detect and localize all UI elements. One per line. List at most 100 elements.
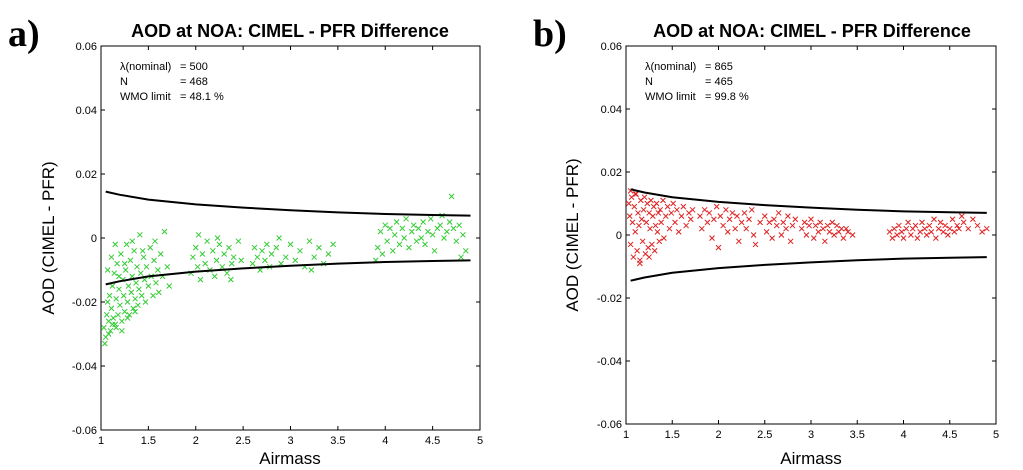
panel-a-data-point	[147, 244, 154, 251]
panel-a-x-tick-label: 1	[98, 435, 104, 447]
panel-a-data-point	[121, 308, 128, 315]
panel-b-data-point	[660, 197, 666, 204]
panel-b-x-tick-label: 1.5	[665, 429, 680, 441]
panel-b-data-point	[746, 216, 752, 223]
panel-a-data-point	[374, 244, 381, 251]
panel-b-data-point	[801, 219, 808, 226]
panel-a-y-tick-label: 0.06	[76, 41, 97, 53]
panel-b-tick-labels: 1 1.5 2 2.5 3 3.5 4 4.5 5 -0.06 -0.04 -0.02 0 0.02 0.0…	[597, 41, 999, 441]
panel-b-data-point	[636, 222, 642, 229]
panel-b-info-value: = 465	[705, 76, 733, 88]
panel-b-data-point	[894, 232, 900, 238]
panel-b-data-point	[761, 213, 768, 219]
panel-a-data-point	[127, 257, 134, 264]
panel-a-data-point	[192, 244, 199, 251]
panel-a-data-point	[219, 263, 226, 270]
panel-b-data-point	[840, 235, 847, 242]
panel-b-data-point	[778, 232, 785, 238]
panel-b-data-point	[970, 216, 976, 223]
panel-a-info-key: WMO limit	[120, 91, 171, 103]
panel-b-x-tick-label: 3	[808, 429, 814, 441]
panel-a-data-point	[462, 247, 469, 254]
panel-b-data-point	[789, 222, 796, 229]
panel-a-data-point	[134, 263, 140, 270]
panel-a-data-point	[114, 260, 120, 267]
panel-a-data-point	[389, 247, 396, 254]
panel-b-data-point	[648, 197, 654, 204]
panel-a-data-point	[199, 251, 206, 257]
panel-a-x-tick-label: 2	[193, 435, 199, 447]
panel-b-data-point	[815, 228, 822, 235]
panel-a-data-point	[120, 292, 127, 299]
panel-b-data-point	[810, 235, 817, 242]
panel-a-data-point	[132, 308, 138, 315]
panel-b-data-point	[643, 219, 650, 226]
panel-b-data-point	[652, 222, 659, 229]
panel-a-data-point	[460, 231, 466, 238]
panel-a-data-point	[110, 315, 117, 321]
panel-b-data-point	[657, 206, 664, 213]
panel-b-x-tick-label: 1	[623, 429, 629, 441]
panel-a-y-tick-label: -0.06	[72, 425, 97, 437]
panel-a-data-point	[431, 247, 438, 254]
panel-b-data-point	[928, 228, 935, 235]
panel-b-data-point	[763, 228, 770, 235]
panel-a-data-point	[136, 286, 142, 293]
panel-a-data-point	[382, 222, 389, 229]
panel-b-data-point	[732, 225, 739, 232]
panel-a-data-point	[259, 247, 265, 254]
panel-b-data-point	[748, 206, 755, 213]
panel-b-data-point	[641, 194, 648, 201]
panel-a-info-key: λ(nominal)	[120, 61, 171, 73]
panel-b-wmo-upper-limit	[630, 188, 987, 214]
panel-b-data-point	[905, 219, 911, 226]
panel-a-y-tick-label: 0	[91, 233, 97, 245]
panel-b-data-point	[908, 232, 914, 238]
panel-b-data-point	[792, 216, 799, 223]
panel-b-data-point	[831, 232, 837, 238]
panel-a-wmo-lower-limit	[105, 259, 471, 286]
panel-a-data-point	[145, 283, 152, 289]
panel-a-data-point	[401, 235, 408, 241]
panel-a-data-point	[131, 247, 138, 254]
panel-b-x-tick-label: 4.5	[942, 429, 957, 441]
panel-b-data-point	[935, 225, 942, 232]
panel-a-data-point	[133, 279, 139, 286]
panel-b-info-value: = 865	[705, 61, 733, 73]
panel-a-data-point	[263, 241, 270, 248]
panel-a-data-point	[118, 327, 125, 334]
panel-b-data-point	[729, 210, 736, 216]
panel-a-data-point	[166, 283, 173, 289]
panel-b-data-point	[798, 225, 805, 232]
panel-a-data-point	[105, 331, 112, 337]
panel-b-data-point	[720, 222, 726, 229]
panel-a-data-point	[157, 251, 164, 257]
panel-a-data-point	[325, 251, 332, 257]
panel-a-data-point	[228, 260, 235, 267]
panel-b-data-point	[845, 228, 851, 235]
panel-a-data-point	[415, 225, 422, 232]
panel-b-data-point	[651, 247, 658, 254]
panel-b-data-point	[806, 222, 813, 229]
panel-a-plot-frame	[100, 45, 481, 431]
panel-a-data-point	[123, 241, 130, 248]
panel-b-data-point	[954, 222, 961, 229]
panel-a-data-point	[306, 238, 313, 245]
panel-a-data-point	[410, 222, 417, 229]
panel-b-data-point	[701, 206, 708, 213]
panel-b-data-point	[979, 228, 985, 235]
panel-b-data-point	[826, 228, 833, 235]
panel-b-y-tick-label: 0.06	[601, 41, 622, 53]
panel-a-x-tick-label: 1.5	[141, 435, 156, 447]
panel-b-y-tick-label: 0.04	[601, 104, 622, 116]
panel-b-y-axis-label: AOD (CIMEL - PFR)	[563, 158, 582, 311]
panel-a-data-point	[379, 251, 386, 257]
panel-a-data-point	[396, 241, 403, 248]
panel-b-data-point	[709, 235, 715, 242]
panel-a-data-point	[138, 292, 145, 299]
panel-a-data-point	[384, 238, 390, 245]
panel-b-data-point	[662, 213, 669, 219]
panel-b-data-point	[945, 232, 951, 238]
panel-a-data-point	[448, 193, 455, 200]
